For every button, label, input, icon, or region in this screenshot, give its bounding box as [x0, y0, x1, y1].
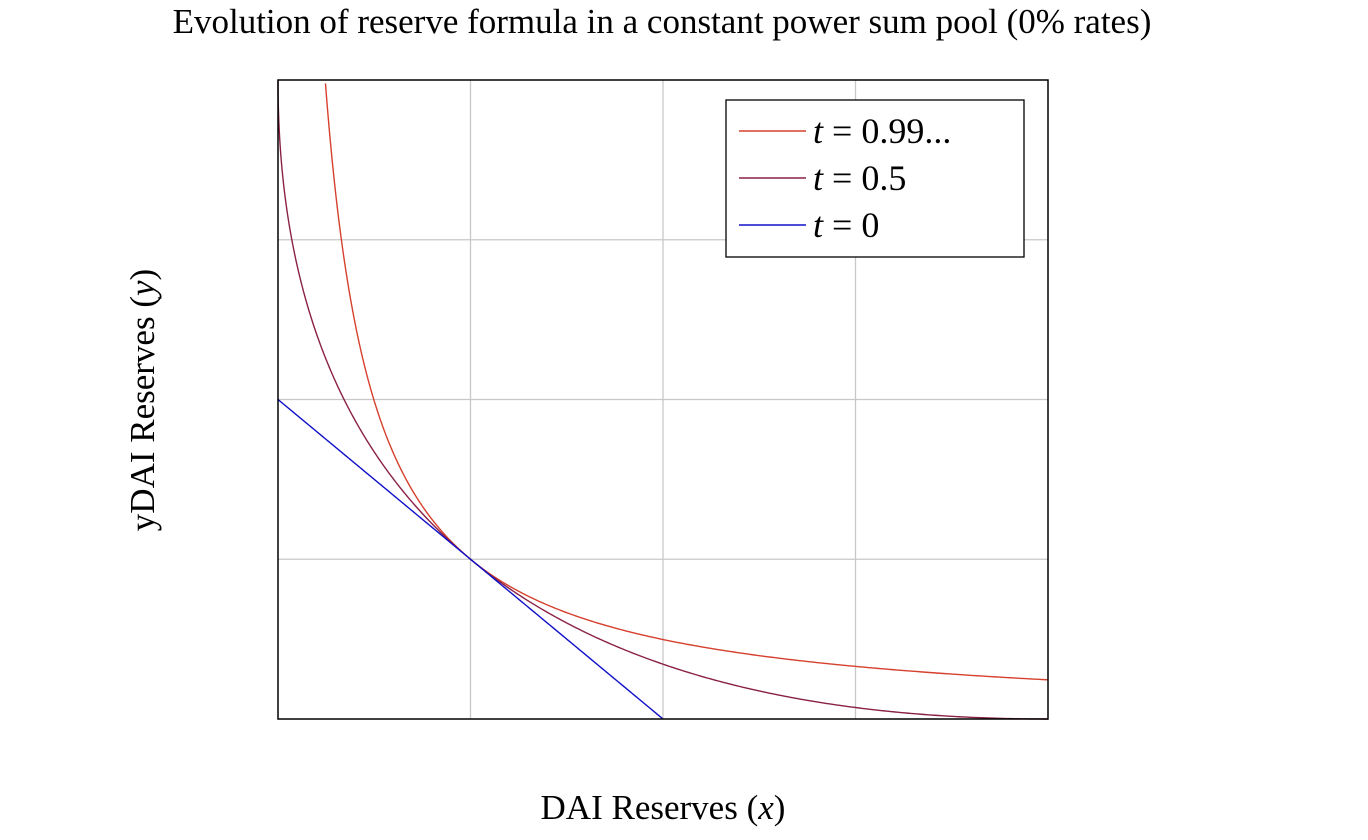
chart-title: Evolution of reserve formula in a consta… — [172, 2, 1152, 41]
plot-frame — [277, 79, 1049, 720]
x-label-prefix: DAI Reserves ( — [540, 788, 759, 827]
series-line-0 — [324, 83, 1049, 681]
series-line-1 — [277, 80, 1048, 720]
y-axis-label: yDAI Reserves (y) — [123, 269, 163, 531]
legend-label: t = 0 — [813, 205, 879, 245]
y-label-suffix: ) — [123, 268, 162, 281]
y-label-prefix: yDAI Reserves ( — [123, 295, 162, 532]
y-label-var: y — [123, 280, 162, 296]
legend: t = 0.99... t = 0.5 t = 0 — [725, 99, 1025, 258]
legend-label: t = 0.99... — [813, 111, 951, 151]
series-line-2 — [277, 398, 663, 720]
x-label-var: x — [758, 788, 774, 827]
x-axis-label: DAI Reserves (x) — [278, 788, 1048, 828]
legend-label: t = 0.5 — [813, 158, 906, 198]
x-label-suffix: ) — [773, 788, 786, 827]
